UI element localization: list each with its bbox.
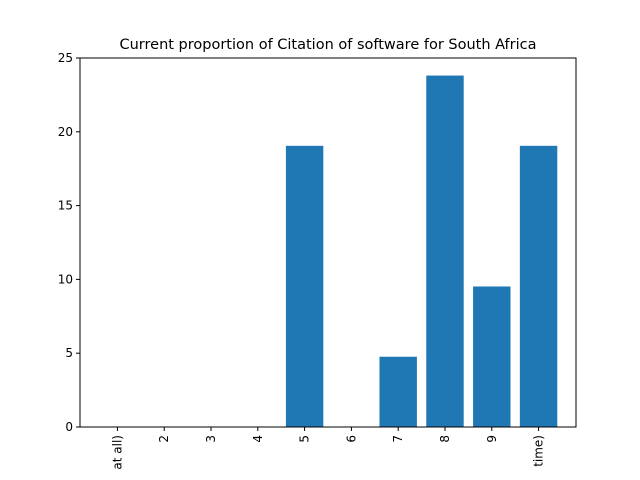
x-tick-label: 2 [157, 435, 171, 443]
x-tick-label: at all) [110, 435, 124, 470]
bar-5 [285, 145, 324, 427]
bar-9 [473, 286, 511, 427]
x-tick-label: time) [532, 435, 546, 467]
x-tick-label: 8 [438, 435, 452, 443]
y-tick-label: 25 [58, 51, 73, 65]
x-tick-label: 5 [298, 435, 312, 443]
x-tick-label: 4 [251, 435, 265, 443]
chart-title: Current proportion of Citation of softwa… [119, 37, 536, 53]
y-axis: 0 5 10 15 20 25 [58, 51, 80, 434]
plot-frame [79, 57, 577, 428]
bar-8 [426, 75, 464, 427]
bars-group [285, 75, 558, 427]
y-tick-label: 5 [65, 346, 73, 360]
y-tick-label: 20 [58, 125, 73, 139]
bar-10 [519, 145, 558, 427]
y-tick-label: 0 [65, 420, 73, 434]
y-tick-label: 10 [58, 272, 73, 286]
y-tick-label: 15 [58, 199, 73, 213]
x-tick-label: 6 [344, 435, 358, 443]
x-tick-label: 7 [391, 435, 405, 443]
x-axis: at all) 2 3 4 5 6 7 8 9 time) [110, 427, 546, 470]
x-tick-label: 9 [485, 435, 499, 443]
x-tick-label: 3 [204, 435, 218, 443]
bar-7 [379, 356, 417, 427]
